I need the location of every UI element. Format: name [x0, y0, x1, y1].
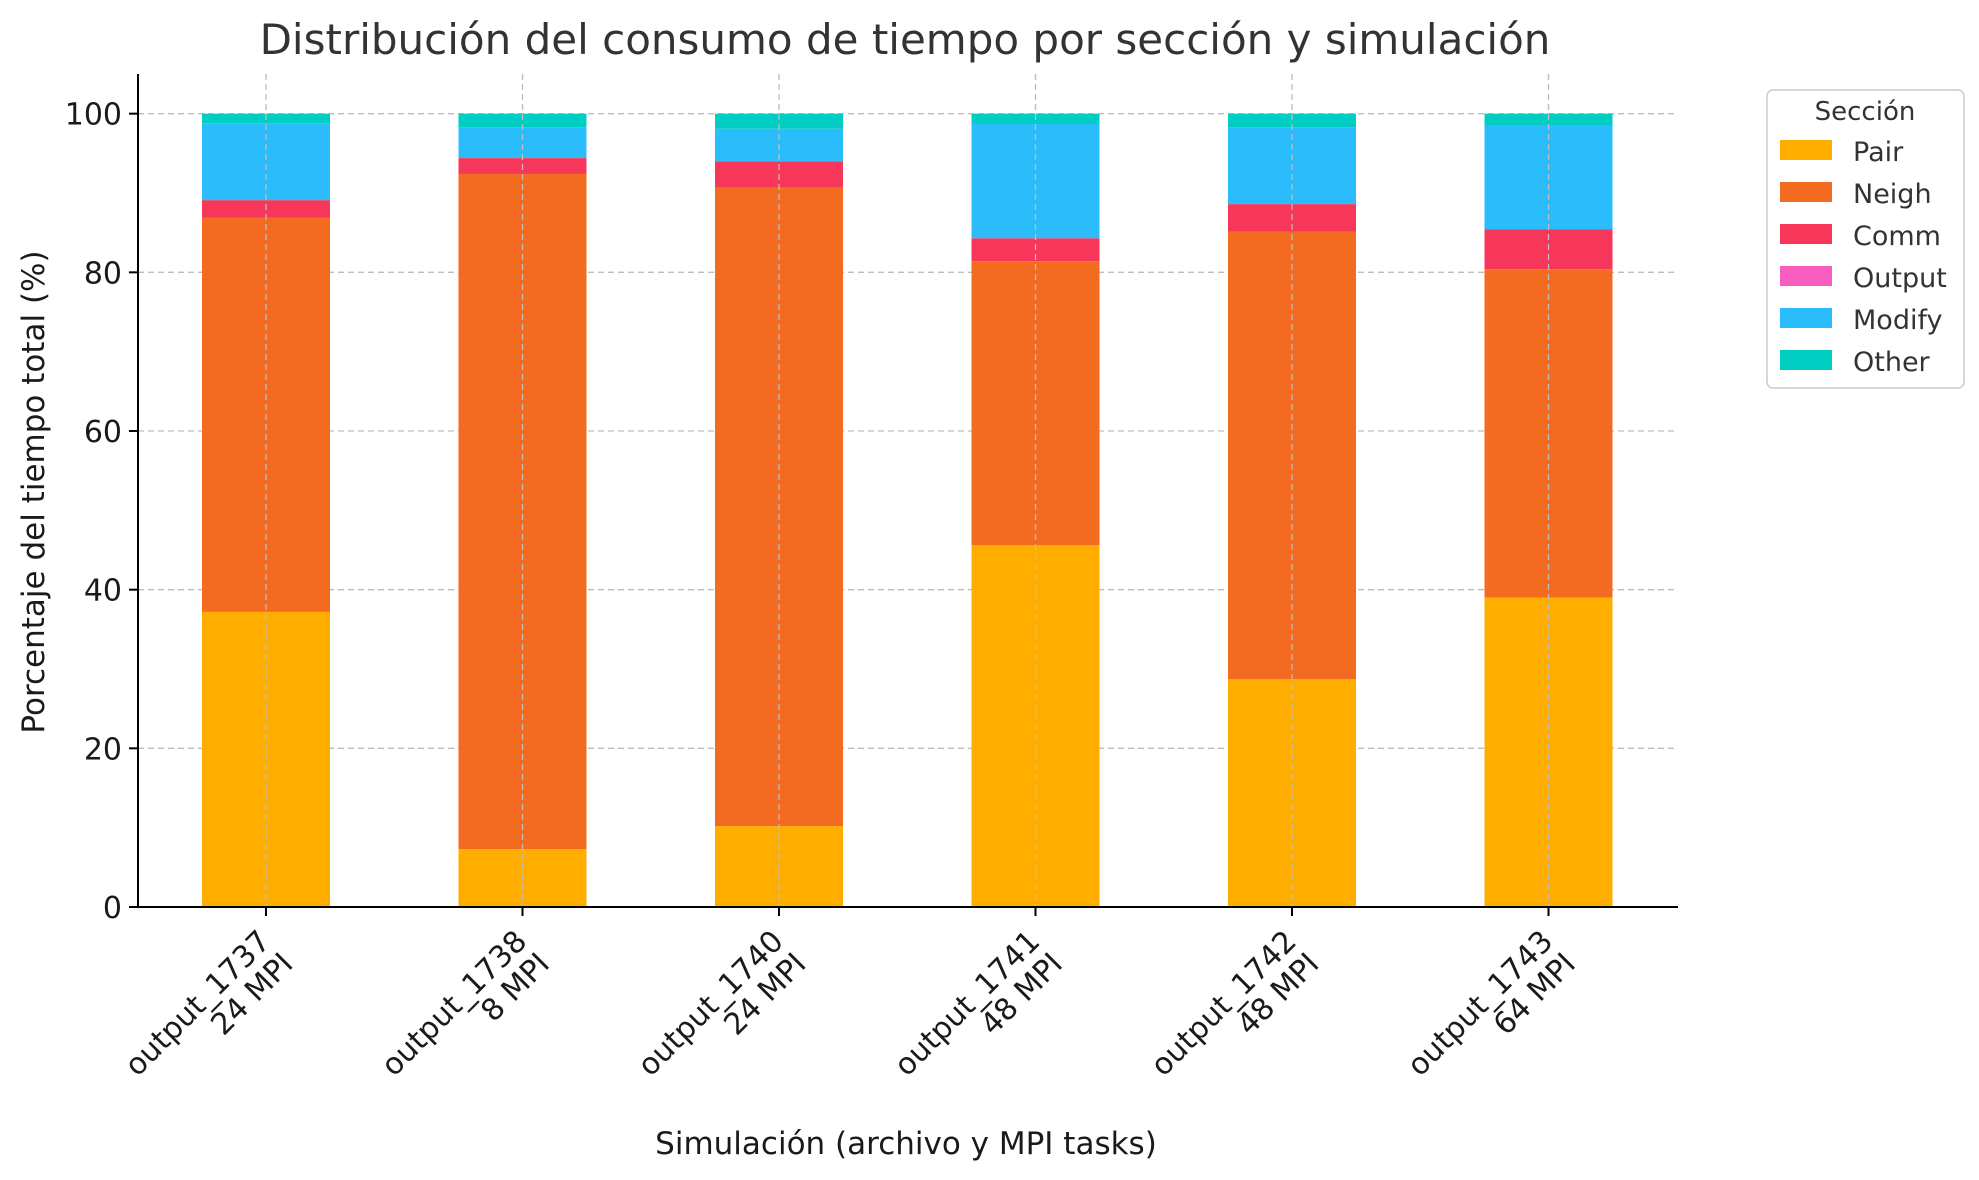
y-axis-ticks: 0 20 40 60 80 100 [65, 98, 138, 926]
legend: Sección Pair Neigh Comm Output Modify Other [1766, 89, 1965, 389]
bar-segment-modify-output_1738 [458, 127, 587, 159]
legend-items: Pair Neigh Comm Output Modify Other [1780, 137, 1947, 378]
legend-label-comm: Comm [1853, 221, 1941, 252]
legend-label-modify: Modify [1853, 305, 1942, 336]
legend-label-other: Other [1853, 347, 1931, 378]
legend-swatch-modify [1780, 308, 1832, 328]
bar-segment-other-output_1742 [1228, 113, 1356, 128]
legend-swatch-comm [1780, 224, 1832, 244]
legend-title: Sección [1815, 97, 1916, 127]
bars [202, 74, 1613, 907]
x-tick-label-output_1737: output_173724 MPI [118, 924, 300, 1106]
y-tick-label-100: 100 [65, 98, 122, 133]
y-tick-label-20: 20 [84, 732, 122, 767]
x-tick-label-output_1743: output_174364 MPI [1401, 924, 1583, 1106]
bar-segment-pair-output_1742 [1228, 679, 1356, 907]
y-tick-label-80: 80 [84, 256, 122, 291]
legend-swatch-output [1780, 266, 1832, 286]
y-axis-label: Porcentaje del tiempo total (%) [16, 250, 52, 733]
y-tick-label-0: 0 [103, 891, 122, 926]
x-axis-ticks: output_173724 MPI output_17388 MPI output_… [118, 907, 1583, 1106]
bar-segment-modify-output_1741 [971, 123, 1100, 239]
legend-label-pair: Pair [1853, 137, 1904, 168]
legend-label-output: Output [1853, 263, 1947, 294]
y-tick-label-40: 40 [84, 574, 122, 609]
bar-segment-other-output_1740 [715, 113, 843, 129]
legend-swatch-other [1780, 350, 1832, 370]
x-tick-label-output_1742: output_174248 MPI [1144, 924, 1326, 1106]
x-tick-label-output_1740: output_174024 MPI [631, 924, 813, 1106]
y-tick-label-60: 60 [84, 415, 122, 450]
legend-swatch-neigh [1780, 182, 1832, 202]
chart-title: Distribución del consumo de tiempo por s… [260, 15, 1551, 64]
vertical-grid-lines [265, 74, 1550, 907]
legend-swatch-pair [1780, 140, 1832, 160]
grid-lines [138, 113, 1678, 749]
axes [137, 74, 1678, 908]
x-axis-label: Simulación (archivo y MPI tasks) [655, 1126, 1157, 1162]
bar-segment-neigh-output_1743 [1484, 269, 1613, 598]
legend-label-neigh: Neigh [1853, 179, 1932, 210]
x-tick-label-output_1741: output_174148 MPI [888, 924, 1070, 1106]
bar-segment-neigh-output_1741 [971, 261, 1100, 546]
bar-segment-other-output_1738 [458, 113, 587, 128]
x-tick-label-output_1738: output_17388 MPI [375, 924, 557, 1106]
